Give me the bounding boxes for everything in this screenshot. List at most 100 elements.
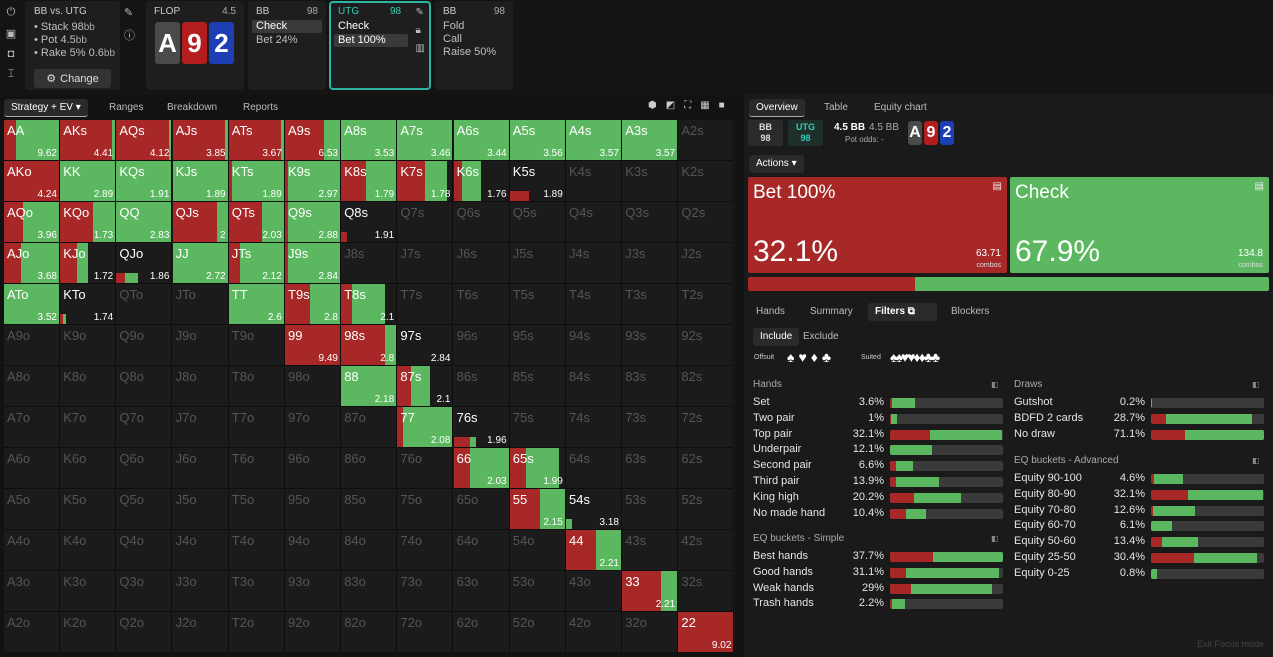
hand-cell[interactable]: K2o xyxy=(60,612,117,653)
bb-node[interactable]: BB 98 Check Bet 24% xyxy=(248,1,326,90)
hand-cell[interactable]: 84s xyxy=(566,366,622,407)
text-cursor-icon[interactable]: ⌶ xyxy=(7,68,15,80)
suited-suit-icons[interactable]: ♠♠♥♥♦♦♣♣ xyxy=(890,349,940,365)
tab-summary[interactable]: Summary xyxy=(810,306,853,317)
hand-cell[interactable]: J6s xyxy=(453,243,510,284)
hand-cell[interactable]: QQ 2.83 xyxy=(116,202,173,243)
hand-cell[interactable]: 52o xyxy=(509,612,566,653)
hand-cell[interactable]: K2s xyxy=(678,161,735,202)
hand-cell[interactable]: Q9o xyxy=(116,325,173,366)
hand-cell[interactable]: K9s 2.97 xyxy=(285,161,341,202)
hand-cell[interactable]: Q3s xyxy=(622,202,679,243)
hand-cell[interactable]: 93s xyxy=(622,325,679,366)
hand-cell[interactable]: 99 9.49 xyxy=(285,325,341,366)
filter-row-label[interactable]: Equity 90-100 xyxy=(1014,472,1082,484)
hand-cell[interactable]: J2o xyxy=(172,612,229,653)
hand-cell[interactable]: 32o xyxy=(622,612,679,653)
bb-node-2[interactable]: BB 98 Fold Call Raise 50% xyxy=(435,1,513,90)
utg-action-check[interactable]: Check xyxy=(338,20,370,32)
info-icon[interactable]: ⓘ xyxy=(124,30,135,42)
hand-cell[interactable]: J9o xyxy=(172,325,229,366)
filter-row-label[interactable]: Equity 50-60 xyxy=(1014,535,1076,548)
square-icon[interactable]: ■ xyxy=(718,100,725,111)
hand-cell[interactable]: A3s 3.57 xyxy=(622,120,679,161)
hand-cell[interactable]: K6s 1.76 xyxy=(453,161,510,202)
hand-cell[interactable]: 65o xyxy=(453,489,510,530)
hand-cell[interactable]: ATs 3.67 xyxy=(228,120,285,161)
hand-cell[interactable]: K8s 1.79 xyxy=(341,161,398,202)
hand-cell[interactable]: 53o xyxy=(509,571,566,612)
hand-cell[interactable]: AQs 4.12 xyxy=(116,120,173,161)
hand-cell[interactable]: A7o xyxy=(4,407,60,448)
bb2-action-raise[interactable]: Raise 50% xyxy=(443,46,497,58)
hand-cell[interactable]: K5s 1.89 xyxy=(509,161,566,202)
hand-cell[interactable]: 95o xyxy=(285,489,341,530)
hand-cell[interactable]: J5o xyxy=(172,489,229,530)
tab-ranges[interactable]: Ranges xyxy=(109,102,144,113)
hand-cell[interactable]: 74s xyxy=(566,407,622,448)
exclude-toggle[interactable]: Exclude xyxy=(803,331,839,342)
filter-row-label[interactable]: Gutshot xyxy=(1014,396,1053,408)
hand-cell[interactable]: Q3o xyxy=(116,571,173,612)
hand-cell[interactable]: 43o xyxy=(566,571,622,612)
filter-row-label[interactable]: Second pair xyxy=(753,459,812,472)
hand-cell[interactable]: Q9s 2.88 xyxy=(285,202,341,243)
book-icon[interactable]: ▥ xyxy=(415,43,425,54)
hand-cell[interactable]: T3s xyxy=(622,284,679,325)
hand-cell[interactable]: 76o xyxy=(397,448,454,489)
cube-icon[interactable]: ⬢ xyxy=(648,100,657,111)
hand-cell[interactable]: T6s xyxy=(453,284,510,325)
hand-cell[interactable]: Q2o xyxy=(116,612,173,653)
hand-cell[interactable]: 86o xyxy=(341,448,398,489)
power-icon[interactable]: ⏻ xyxy=(6,6,16,18)
hand-cell[interactable]: 87s 2.1 xyxy=(397,366,454,407)
hand-cell[interactable]: J8o xyxy=(172,366,229,407)
offsuit-suit-icons[interactable]: ♠♥♦♣ xyxy=(787,349,836,365)
hand-cell[interactable]: A4s 3.57 xyxy=(566,120,622,161)
hand-cell[interactable]: 63s xyxy=(622,448,679,489)
hand-cell[interactable]: Q6s xyxy=(453,202,510,243)
hand-cell[interactable]: 42o xyxy=(566,612,622,653)
hand-cell[interactable]: A9o xyxy=(4,325,60,366)
filter-row-label[interactable]: BDFD 2 cards xyxy=(1014,411,1084,424)
hand-cell[interactable]: Q7o xyxy=(116,407,173,448)
filter-row-label[interactable]: Equity 80-90 xyxy=(1014,487,1076,500)
hand-cell[interactable]: KTs 1.89 xyxy=(228,161,285,202)
hand-cell[interactable]: J4s xyxy=(566,243,622,284)
hand-cell[interactable]: 95s xyxy=(509,325,566,366)
hand-cell[interactable]: A4o xyxy=(4,530,60,571)
hand-cell[interactable]: 76s 1.96 xyxy=(453,407,510,448)
hand-cell[interactable]: QJs 2 xyxy=(172,202,229,243)
hand-cell[interactable]: 96o xyxy=(285,448,341,489)
hand-cell[interactable]: A7s 3.46 xyxy=(397,120,454,161)
filter-row-label[interactable]: Two pair xyxy=(753,411,795,424)
tab-reports[interactable]: Reports xyxy=(243,102,279,113)
hand-cell[interactable]: 72o xyxy=(397,612,454,653)
hand-cell[interactable]: 53s xyxy=(622,489,679,530)
filter-row-label[interactable]: Best hands xyxy=(753,550,809,562)
hand-cell[interactable]: K4s xyxy=(566,161,622,202)
hand-cell[interactable]: T6o xyxy=(228,448,285,489)
hand-cell[interactable]: 44 2.21 xyxy=(566,530,622,571)
hand-cell[interactable]: A6s 3.44 xyxy=(453,120,510,161)
hand-cell[interactable]: Q2s xyxy=(678,202,735,243)
hand-cell[interactable]: 92o xyxy=(285,612,341,653)
hand-cell[interactable]: K8o xyxy=(60,366,117,407)
filter-row-label[interactable]: Equity 60-70 xyxy=(1014,519,1076,532)
grid-icon[interactable]: ▦ xyxy=(700,100,710,111)
filter-row-label[interactable]: Equity 70-80 xyxy=(1014,503,1076,516)
hand-cell[interactable]: 92s xyxy=(678,325,735,366)
collapse-icon[interactable]: ◧ xyxy=(991,380,999,389)
hand-cell[interactable]: TT 2.6 xyxy=(228,284,285,325)
hand-cell[interactable]: AKs 4.41 xyxy=(60,120,117,161)
hand-cell[interactable]: K4o xyxy=(60,530,117,571)
hand-cell[interactable]: 85s xyxy=(509,366,566,407)
hand-cell[interactable]: 22 9.02 xyxy=(678,612,735,653)
filter-row-label[interactable]: Equity 0-25 xyxy=(1014,566,1070,579)
hand-cell[interactable]: 63o xyxy=(453,571,510,612)
tab-equity-chart[interactable]: Equity chart xyxy=(874,102,927,113)
hand-cell[interactable]: 75s xyxy=(509,407,566,448)
hand-cell[interactable]: 84o xyxy=(341,530,398,571)
actions-dropdown[interactable]: Actions ▾ xyxy=(749,155,804,173)
hand-cell[interactable]: T9o xyxy=(228,325,285,366)
